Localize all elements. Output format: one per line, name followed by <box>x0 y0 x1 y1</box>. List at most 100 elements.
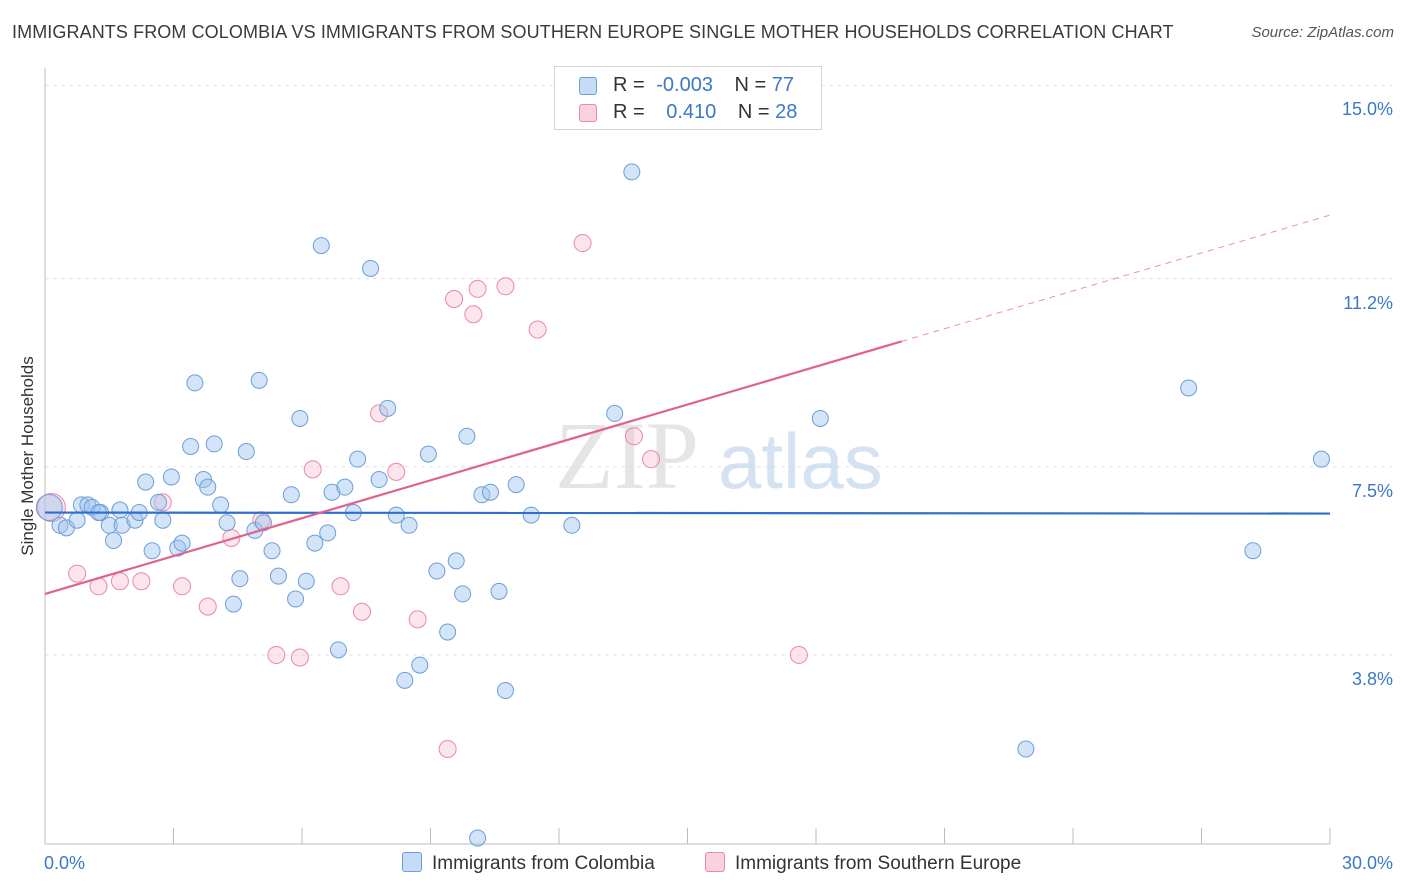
seurope-point <box>303 460 322 479</box>
y-tick-label: 3.8% <box>1351 668 1393 689</box>
colombia-point <box>1180 379 1198 397</box>
seurope-point <box>110 572 129 591</box>
seurope-point <box>445 289 464 308</box>
seurope-point <box>387 462 406 481</box>
colombia-point <box>282 486 300 504</box>
colombia-point <box>447 552 465 570</box>
legend-n-label: N = <box>737 101 770 123</box>
seurope-point <box>468 279 487 298</box>
bottom-legend-seurope: Immigrants from Southern Europe <box>705 852 1021 875</box>
colombia-point <box>254 514 272 532</box>
colombia-point <box>250 371 268 389</box>
colombia-point <box>623 163 641 181</box>
colombia-point <box>336 478 354 496</box>
y-tick-label: 15.0% <box>1341 99 1393 120</box>
colombia-point <box>1244 542 1262 560</box>
colombia-point <box>396 671 414 689</box>
colombia-point <box>306 534 324 552</box>
axes <box>44 68 1331 845</box>
source-label: Source: ZipAtlas.com <box>1251 24 1394 41</box>
seurope-point <box>370 404 389 423</box>
colombia-point <box>522 506 540 524</box>
seurope-point <box>132 572 151 591</box>
colombia-point <box>154 511 172 529</box>
seurope-point <box>789 645 808 664</box>
colombia-point <box>111 501 129 519</box>
colombia-point <box>379 399 397 417</box>
colombia-point <box>35 493 63 521</box>
seurope-point <box>68 564 87 583</box>
legend-n-label: N = <box>734 74 767 96</box>
colombia-point <box>490 582 508 600</box>
colombia-point <box>458 427 476 445</box>
legend-n-value-seurope: 28 <box>775 101 798 123</box>
colombia-point <box>481 483 499 501</box>
seurope-point <box>267 645 286 664</box>
stats-legend: R = -0.003 N = 77 R = 0.410 N = 28 <box>554 66 822 130</box>
seurope-trend-extension <box>901 214 1331 342</box>
colombia-point <box>496 682 514 700</box>
seurope-point <box>528 320 547 339</box>
colombia-point <box>362 259 380 277</box>
colombia-point <box>269 567 287 585</box>
chart-title: IMMIGRANTS FROM COLOMBIA VS IMMIGRANTS F… <box>12 22 1174 42</box>
colombia-point <box>1017 740 1035 758</box>
seurope-point <box>642 450 661 469</box>
seurope-point <box>496 277 515 296</box>
colombia-point <box>319 524 337 542</box>
colombia-point <box>329 641 347 659</box>
seurope-trend-line <box>44 340 902 595</box>
colombia-point <box>411 656 429 674</box>
watermark: ZIP atlas <box>555 402 883 509</box>
colombia-point <box>143 542 161 560</box>
colombia-point <box>182 437 200 455</box>
seurope-point <box>438 740 457 759</box>
seurope-point <box>153 493 172 512</box>
colombia-point <box>162 468 180 486</box>
seurope-points <box>36 234 808 759</box>
x-tick-label-min: 0.0% <box>44 853 86 873</box>
colombia-point <box>606 404 624 422</box>
seurope-point <box>408 610 427 629</box>
x-tick-label-max: 30.0% <box>1341 853 1393 873</box>
seurope-point <box>331 577 350 596</box>
watermark-atlas: atlas <box>718 417 883 505</box>
colombia-point <box>1312 450 1330 468</box>
colombia-points <box>35 163 1330 847</box>
seurope-point <box>36 492 66 522</box>
colombia-point <box>237 443 255 461</box>
seurope-point <box>624 427 643 446</box>
seurope-point <box>464 305 483 324</box>
legend-swatch-seurope <box>579 104 597 122</box>
colombia-point <box>150 493 168 511</box>
seurope-point <box>573 234 592 253</box>
legend-r-label: R = <box>613 101 645 123</box>
colombia-point <box>439 623 457 641</box>
y-tick-label: 11.2% <box>1343 292 1393 313</box>
colombia-point <box>105 532 123 550</box>
legend-r-label: R = <box>613 74 645 96</box>
colombia-point <box>137 473 155 491</box>
colombia-point <box>563 516 581 534</box>
seurope-point <box>290 648 309 667</box>
colombia-trend-line <box>44 511 1331 515</box>
colombia-point <box>312 237 330 255</box>
bottom-swatch-colombia <box>402 852 422 872</box>
colombia-point <box>186 374 204 392</box>
colombia-point <box>199 478 217 496</box>
colombia-point <box>454 585 472 603</box>
colombia-point <box>205 435 223 453</box>
colombia-point <box>428 562 446 580</box>
colombia-point <box>370 471 388 489</box>
colombia-point <box>231 570 249 588</box>
colombia-point <box>400 516 418 534</box>
colombia-point <box>387 506 405 524</box>
colombia-point <box>291 409 309 427</box>
colombia-point <box>811 409 829 427</box>
colombia-point <box>507 476 525 494</box>
colombia-point <box>287 590 305 608</box>
colombia-point <box>263 542 281 560</box>
seurope-point <box>173 577 192 596</box>
colombia-point <box>218 514 236 532</box>
